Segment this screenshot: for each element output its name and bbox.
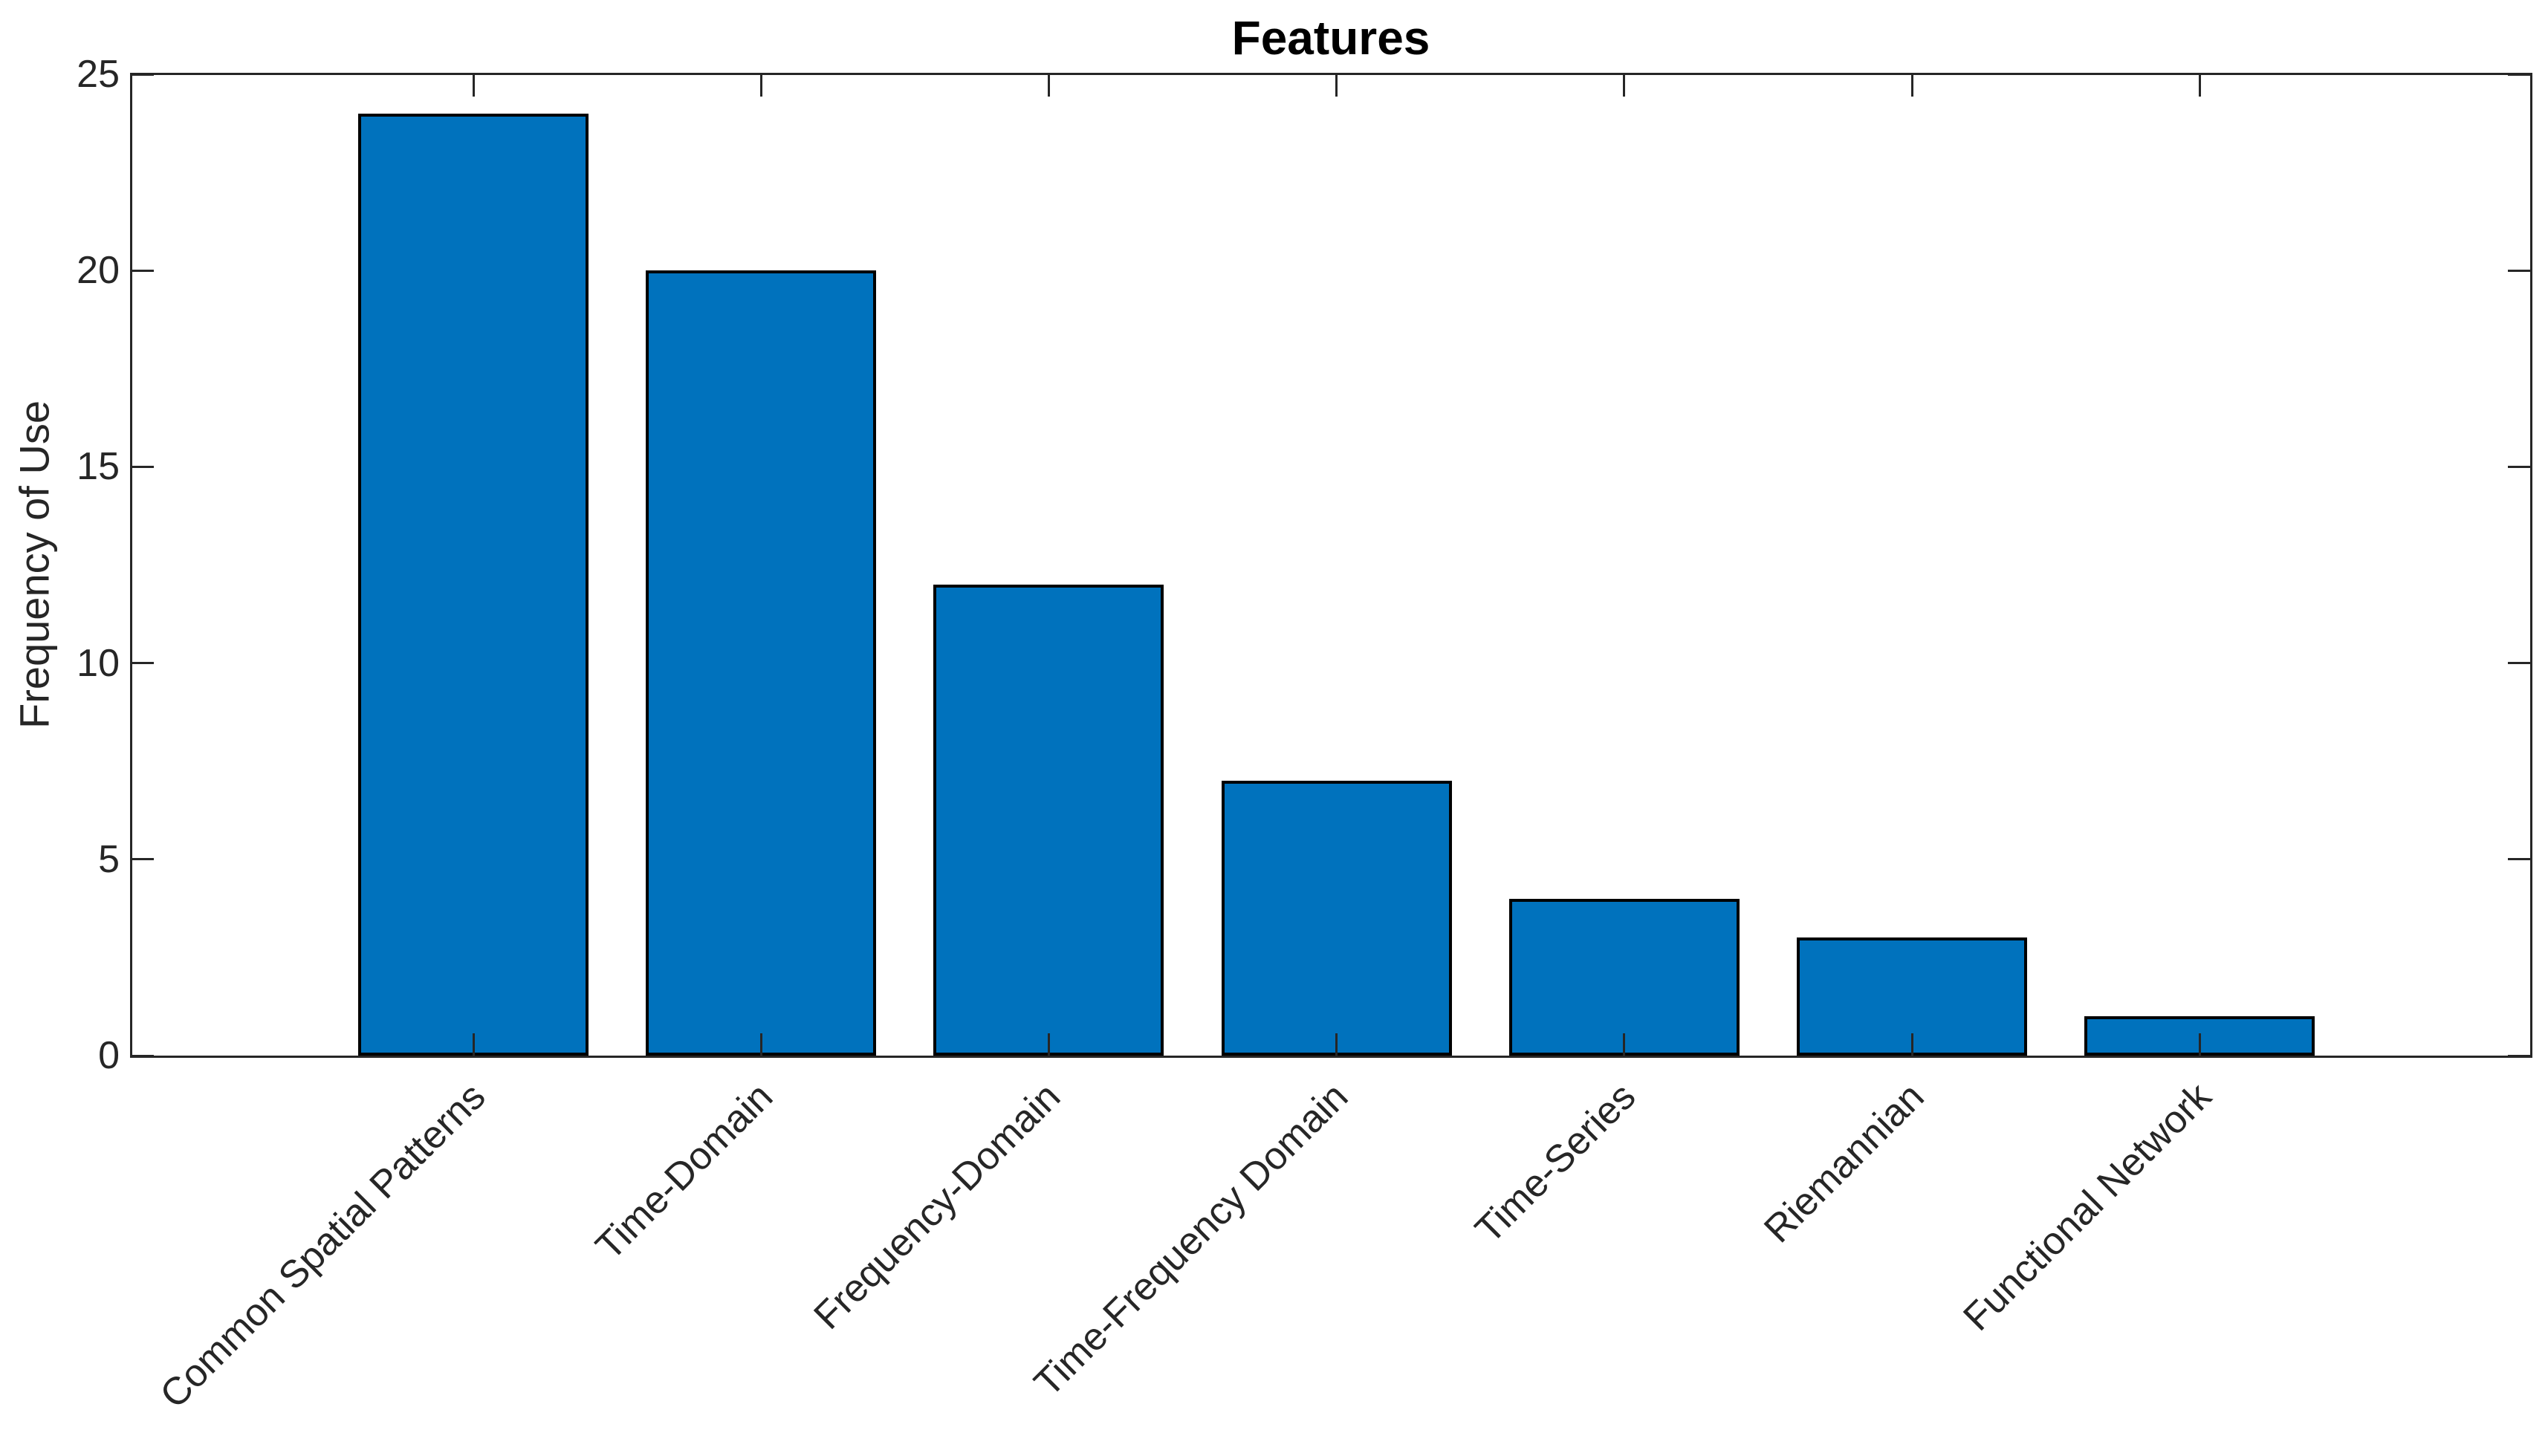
x-tick-top	[1910, 74, 1913, 97]
y-tick-label: 0	[98, 1034, 120, 1077]
x-tick-bottom	[759, 1033, 762, 1056]
y-tick-right	[2508, 1054, 2530, 1057]
y-tick-left	[132, 73, 154, 76]
y-tick-left	[132, 1054, 154, 1057]
bar	[1221, 781, 1452, 1056]
x-tick-bottom	[472, 1033, 475, 1056]
x-tick-label: Time-Series	[1467, 1075, 1644, 1252]
x-tick-bottom	[1910, 1033, 1913, 1056]
plot-area-frame	[130, 73, 2532, 1058]
x-tick-top	[759, 74, 762, 97]
x-tick-label: Frequency-Domain	[805, 1075, 1069, 1338]
y-tick-left	[132, 858, 154, 861]
y-tick-label: 25	[77, 53, 120, 96]
y-tick-right	[2508, 662, 2530, 665]
x-tick-bottom	[2198, 1033, 2201, 1056]
bar	[646, 270, 877, 1056]
y-tick-label: 10	[77, 641, 120, 685]
x-tick-bottom	[1047, 1033, 1050, 1056]
x-tick-top	[1623, 74, 1626, 97]
chart-title: Features	[1231, 11, 1430, 65]
x-tick-top	[1335, 74, 1338, 97]
y-tick-right	[2508, 465, 2530, 468]
x-tick-label: Time-Domain	[587, 1075, 782, 1269]
y-tick-right	[2508, 73, 2530, 76]
bar	[358, 113, 589, 1056]
x-tick-label: Common Spatial Patterns	[152, 1075, 494, 1417]
x-tick-top	[472, 74, 475, 97]
x-tick-bottom	[1623, 1033, 1626, 1056]
y-tick-label: 15	[77, 445, 120, 489]
x-tick-label: Time-Frequency Domain	[1026, 1075, 1357, 1405]
y-tick-label: 5	[98, 837, 120, 881]
y-tick-right	[2508, 269, 2530, 272]
y-tick-left	[132, 465, 154, 468]
x-tick-top	[1047, 74, 1050, 97]
x-tick-label: Riemannian	[1755, 1075, 1933, 1252]
x-tick-label: Functional Network	[1955, 1075, 2220, 1339]
y-tick-right	[2508, 858, 2530, 861]
y-tick-left	[132, 269, 154, 272]
x-tick-top	[2198, 74, 2201, 97]
y-tick-left	[132, 662, 154, 665]
y-tick-label: 20	[77, 249, 120, 293]
x-tick-bottom	[1335, 1033, 1338, 1056]
